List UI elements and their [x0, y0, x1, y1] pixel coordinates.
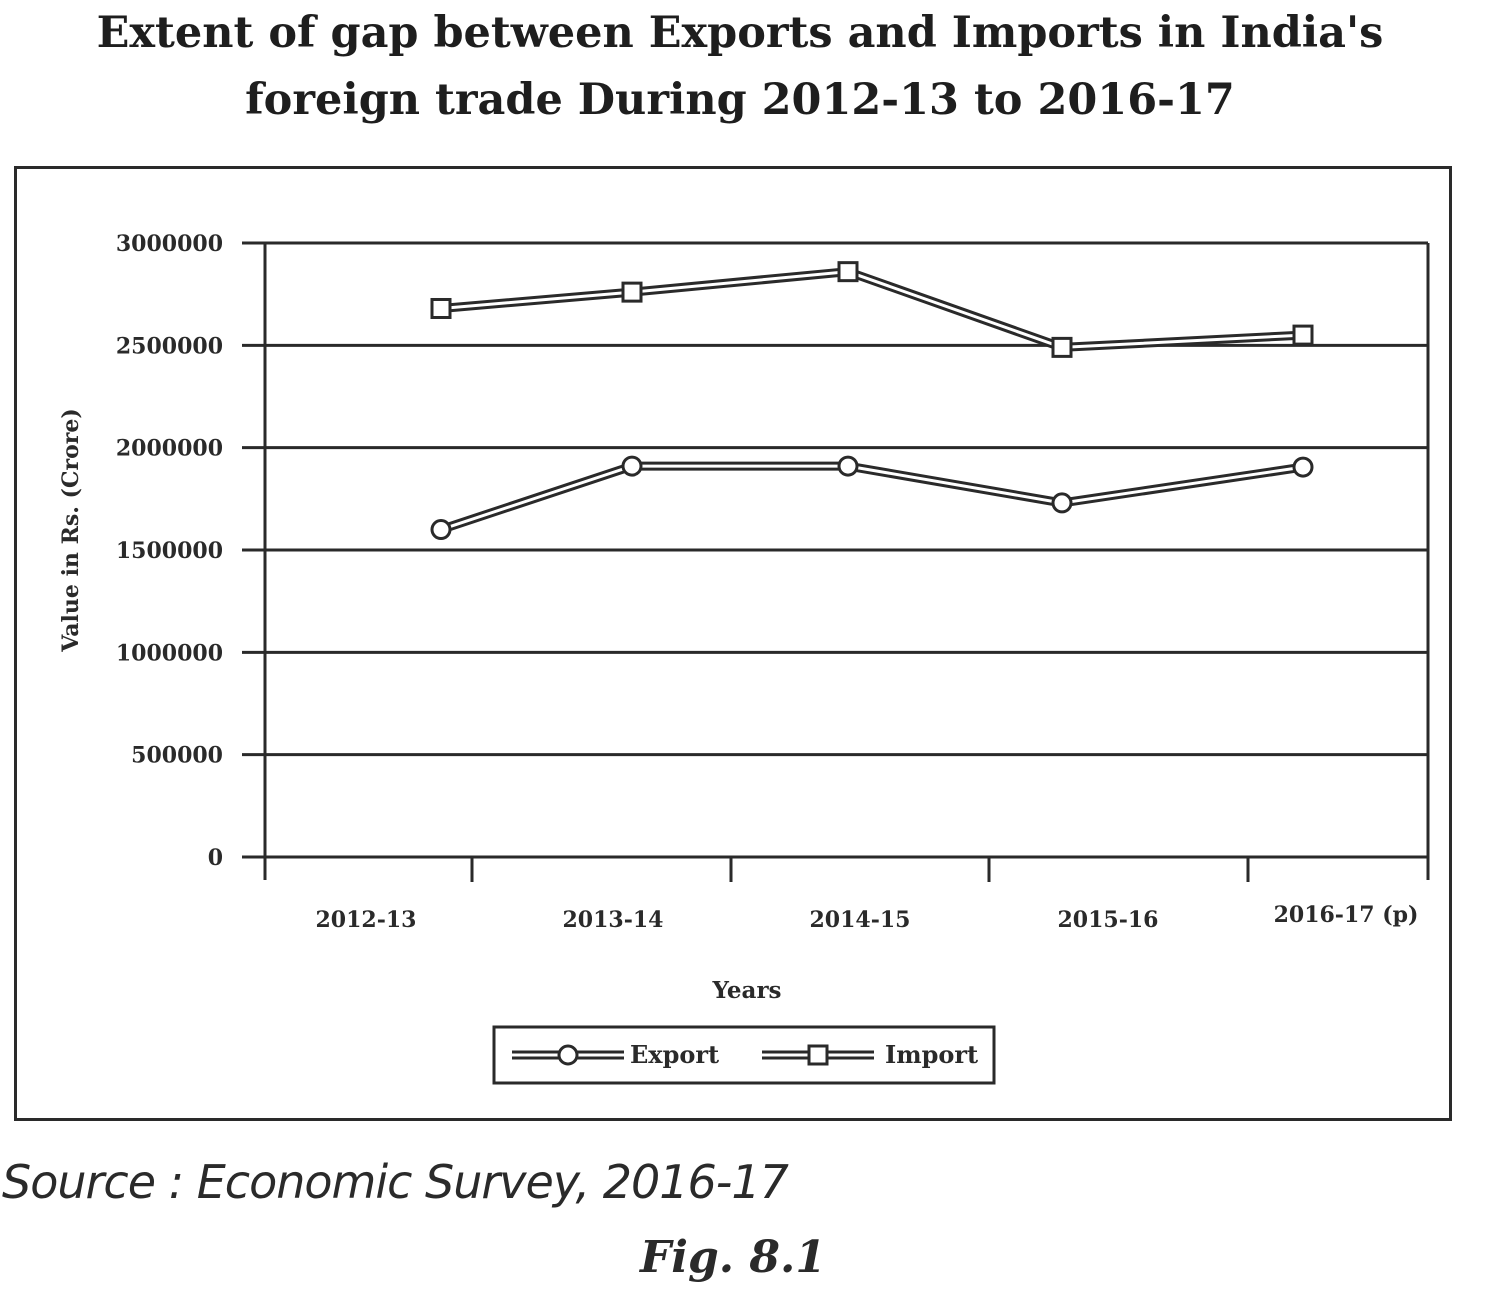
data-point-import	[430, 297, 452, 319]
data-point-export	[621, 455, 643, 477]
legend-item-import: Import	[762, 1040, 978, 1069]
legend-label: Export	[630, 1040, 719, 1069]
gridlines	[242, 241, 1428, 859]
data-point-export	[1051, 492, 1073, 514]
legend-marker-square	[807, 1044, 829, 1066]
chart-title-line-1: Extent of gap between Exports and Import…	[96, 8, 1384, 58]
y-tick-label: 500000	[131, 743, 223, 769]
series-lines	[430, 261, 1314, 541]
y-tick-label: 1000000	[116, 640, 223, 666]
y-tick-label: 0	[208, 845, 223, 871]
data-point-import	[1292, 324, 1314, 346]
y-tick-label: 2000000	[116, 436, 223, 462]
chart-title: Extent of gap between Exports and Import…	[0, 0, 1480, 134]
y-tick-label: 2500000	[116, 333, 223, 359]
legend: Export Import	[492, 1025, 996, 1085]
chart-frame	[14, 166, 1452, 1121]
x-tick-label: 2013-14	[563, 907, 664, 933]
y-tick-labels: 0 500000 1000000 1500000 2000000 2500000 30000…	[116, 231, 223, 871]
series-line-outer	[440, 267, 1304, 352]
x-axis-label: Years	[711, 977, 781, 1004]
series-line-outer	[439, 461, 1304, 534]
data-point-import	[1051, 336, 1073, 358]
x-tick-label: 2015-16	[1058, 907, 1159, 933]
legend-label: Import	[885, 1040, 978, 1069]
data-point-export	[1292, 456, 1314, 478]
figure-caption: Fig. 8.1	[640, 1232, 826, 1283]
data-point-import	[837, 261, 859, 283]
y-tick-label: 3000000	[116, 231, 223, 257]
series-line-inner	[440, 464, 1304, 531]
y-axis-label: Value in Rs. (Crore)	[58, 408, 84, 653]
x-tick-label: 2012-13	[316, 907, 417, 933]
series-export	[430, 455, 1314, 541]
x-tick-labels: 2012-13 2013-14 2014-15 2015-16 2016-17 (p)	[316, 902, 1419, 933]
chart-title-line-2: foreign trade During 2012-13 to 2016-17	[245, 75, 1235, 125]
legend-marker-circle	[557, 1044, 579, 1066]
x-tick-label: 2016-17 (p)	[1274, 902, 1419, 928]
data-point-export	[837, 455, 859, 477]
x-tick-label: 2014-15	[810, 907, 911, 933]
y-tick-label: 1500000	[116, 538, 223, 564]
data-point-import	[621, 281, 643, 303]
source-note: Source : Economic Survey, 2016-17	[2, 1155, 789, 1209]
axes	[263, 243, 1430, 882]
legend-item-export: Export	[512, 1040, 719, 1069]
data-point-export	[430, 519, 452, 541]
series-import	[430, 261, 1314, 358]
